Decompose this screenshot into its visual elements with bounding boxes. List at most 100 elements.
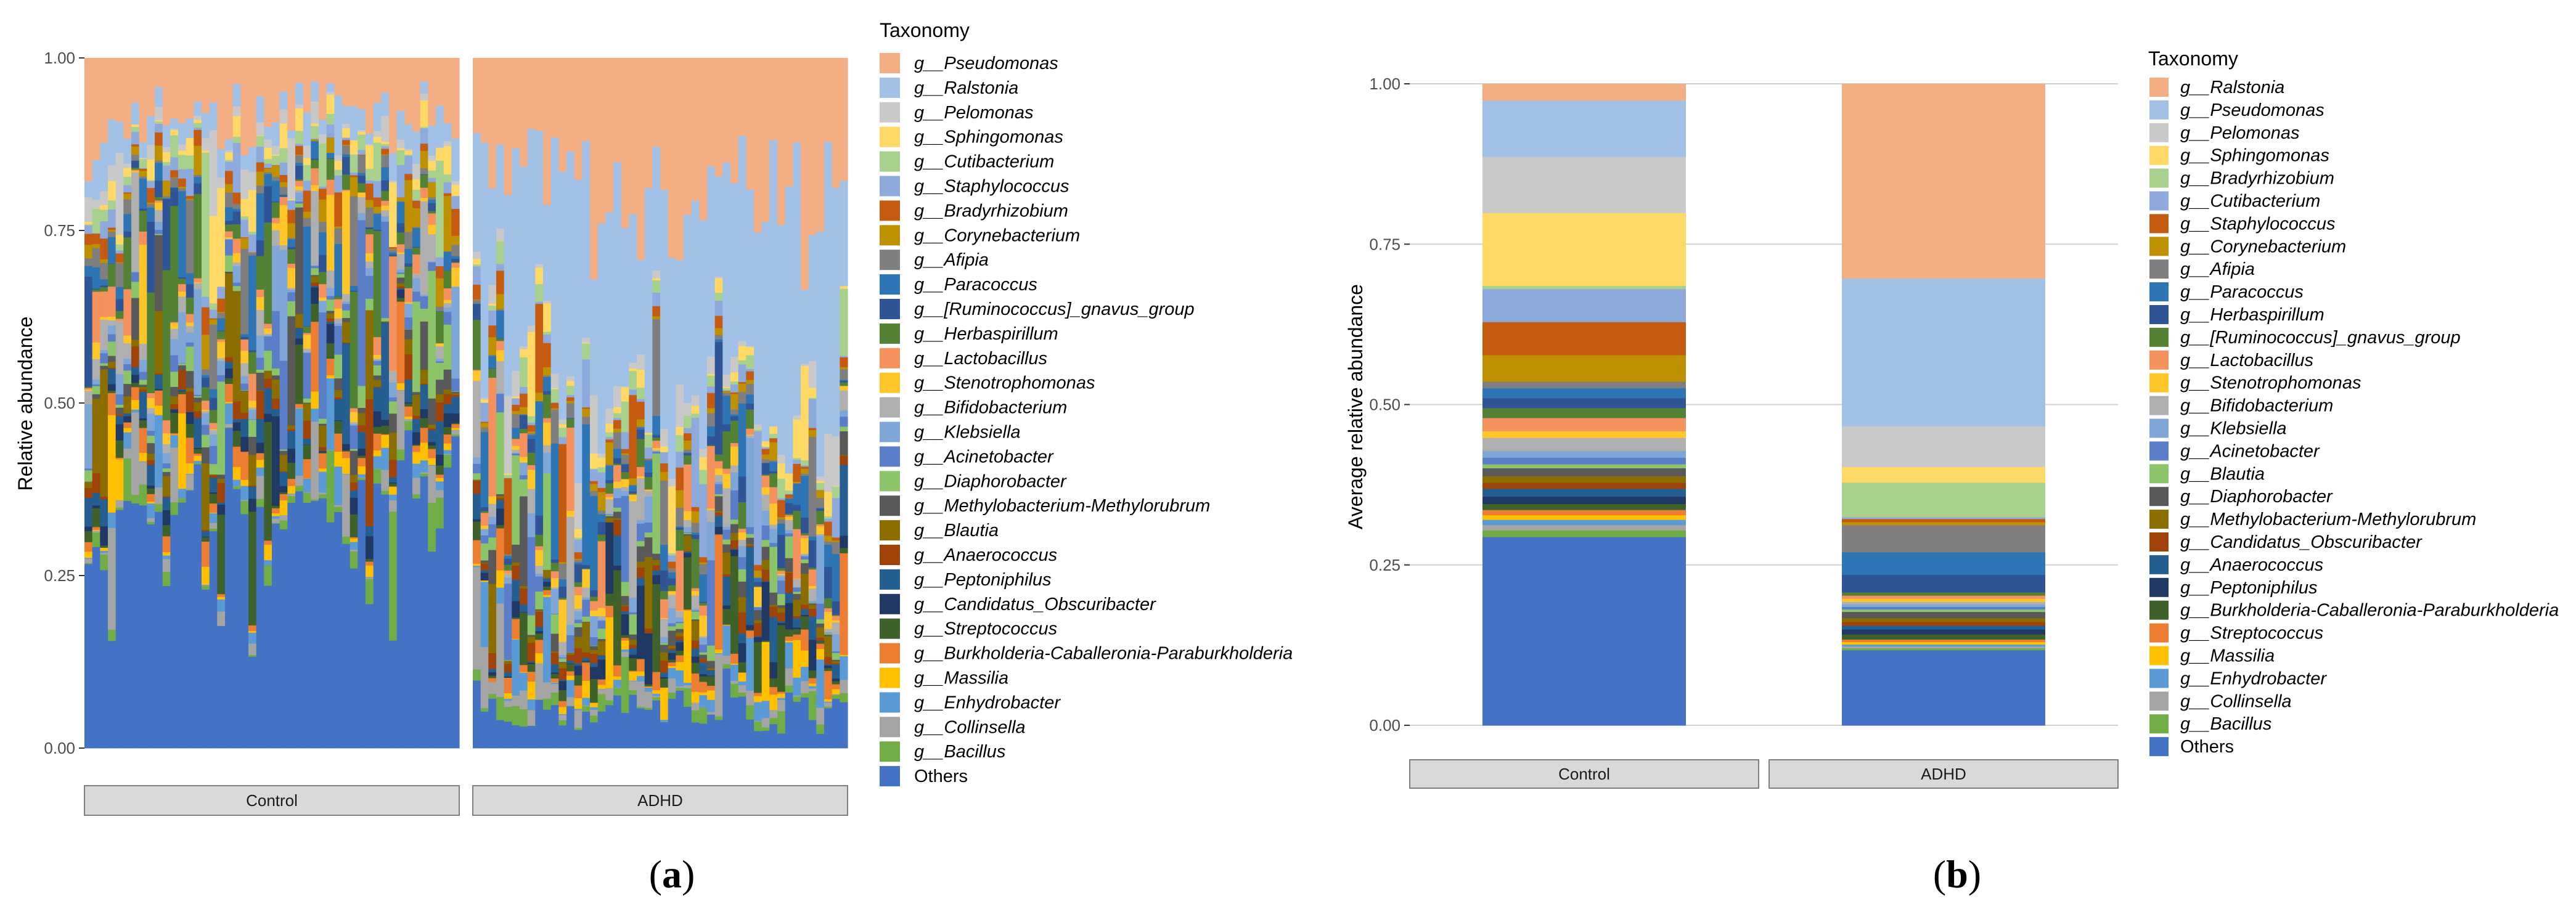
bar-segment-control-stenotrophomonas: [1482, 431, 1686, 438]
bar-segment-control-streptococcus: [217, 514, 226, 595]
bar-segment-adhd-klebsiella: [582, 597, 591, 600]
legend-label-peptoniphilus: g__Peptoniphilus: [2180, 578, 2318, 598]
bar-segment-control-enhydrobacter: [209, 513, 218, 523]
bar-segment-adhd-paracoccus: [473, 303, 481, 304]
bar-segment-adhd-acinetobacter: [488, 524, 497, 538]
bar-segment-control-candidatus-obscuribacter: [248, 499, 257, 512]
bar-segment-control-pseudomonas: [350, 58, 358, 107]
bar-segment-control-massilia: [279, 500, 288, 516]
bar-segment-control-bifidobacterium: [389, 370, 398, 383]
bar-segment-control-bifidobacterium: [240, 363, 249, 377]
bar-segment-adhd-stenotrophomonas: [480, 525, 489, 529]
bar-segment-adhd-collinsella: [621, 651, 629, 657]
bar-segment-adhd-peptoniphilus: [707, 670, 716, 676]
bar-segment-control-burkholderia-caballeronia-paraburkholderia: [139, 428, 147, 453]
bar-segment-control-pelomonas: [155, 107, 163, 121]
y-tick-label: 0.50: [1369, 396, 1400, 414]
bar-segment-adhd-pelomonas: [613, 386, 622, 407]
bar-segment-adhd-cutibacterium: [808, 397, 817, 399]
bar-segment-control-staphylococcus: [170, 157, 179, 171]
bar-segment-control-sphingomonas: [202, 150, 210, 153]
bar-segment-control-cutibacterium: [373, 142, 382, 181]
bar-segment-adhd-collinsella: [473, 567, 481, 670]
bar-segment-adhd-blautia: [801, 573, 809, 605]
bar-segment-control-bradyrhizobium: [178, 178, 187, 187]
bar-segment-adhd-staphylococcus: [613, 417, 622, 420]
bar-segment-control-others: [420, 476, 428, 749]
bar-segment-adhd-herbaspirillum: [707, 445, 716, 446]
bar-segment-adhd-enhydrobacter: [590, 707, 599, 710]
bar-segment-control-lactobacillus: [232, 238, 241, 253]
bar-segment-control-collinsella: [404, 418, 413, 421]
bar-segment-adhd-bifidobacterium: [684, 519, 692, 527]
legend-key-diaphorobacter: [880, 471, 900, 492]
bar-segment-control-pseudomonas: [92, 58, 100, 161]
bar-segment-control-streptococcus: [381, 425, 390, 434]
bar-segment-control-paracoccus: [92, 267, 100, 289]
bar-segment-adhd-diaphorobacter: [832, 653, 840, 660]
bar-segment-control-streptococcus: [326, 343, 335, 359]
bar-segment-control-massilia: [131, 399, 140, 410]
bar-segment-control-paracoccus: [225, 207, 234, 221]
bar-segment-control-klebsiella: [443, 307, 452, 312]
bar-segment-control-lactobacillus: [287, 263, 296, 268]
bar-segment-control-stenotrophomonas: [209, 429, 218, 430]
bar-segment-adhd-candidatus-obscuribacter: [801, 614, 809, 617]
bar-segment-control-corynebacterium: [256, 171, 264, 186]
bar-segment-adhd-cutibacterium: [691, 413, 700, 418]
bar-segment-adhd-streptococcus: [676, 650, 684, 656]
bar-segment-control-lactobacillus: [451, 263, 460, 268]
bar-segment-adhd-acinetobacter: [707, 560, 716, 646]
bar-segment-adhd-others: [566, 706, 575, 749]
bar-segment-adhd-anaerococcus: [801, 605, 809, 609]
bar-segment-adhd-blautia: [660, 652, 669, 661]
bar-segment-control-massilia: [272, 513, 280, 516]
bar-segment-adhd-pelomonas: [801, 364, 809, 366]
legend-label-bifidobacterium: g__Bifidobacterium: [2180, 396, 2333, 416]
bar-segment-adhd-others: [754, 731, 763, 749]
bar-segment-adhd-enhydrobacter: [488, 682, 497, 683]
bar-segment-adhd-bifidobacterium: [1842, 601, 2045, 605]
bar-segment-adhd-enhydrobacter: [527, 699, 536, 710]
bar-segment-control-herbaspirillum: [194, 193, 202, 279]
bar-segment-adhd-peptoniphilus: [722, 576, 731, 606]
bar-segment-adhd-others: [473, 680, 481, 749]
bar-segment-adhd-paracoccus: [644, 460, 653, 473]
bar-segment-adhd-stenotrophomonas: [496, 350, 505, 362]
bar-segment-control-bifidobacterium: [209, 430, 218, 435]
panel-b-letter: (b): [1933, 852, 1981, 896]
bar-segment-control-acinetobacter: [92, 384, 100, 386]
bar-segment-control-staphylococcus: [404, 155, 413, 174]
bar-segment-control-acinetobacter: [373, 360, 382, 365]
bar-segment-adhd-cutibacterium: [566, 385, 575, 395]
bar-segment-control-acinetobacter: [436, 360, 444, 363]
bar-segment-adhd-ralstonia: [574, 179, 583, 483]
bar-segment-adhd-burkholderia-caballeronia-paraburkholderia: [1842, 634, 2045, 640]
bar-segment-adhd-pseudomonas: [566, 58, 575, 152]
bar-segment-control-cutibacterium: [264, 158, 272, 164]
bar-segment-control-paracoccus: [108, 237, 117, 264]
bar-segment-adhd-streptococcus: [558, 690, 567, 701]
bar-segment-adhd-massilia: [832, 689, 840, 694]
bar-segment-adhd-bifidobacterium: [597, 616, 606, 620]
bar-segment-control-massilia: [232, 466, 241, 480]
bar-segment-adhd-peptoniphilus: [652, 570, 661, 576]
bar-segment-adhd-diaphorobacter: [785, 536, 793, 558]
bar-segment-control-ruminococcus-gnavus-group: [256, 240, 264, 256]
bar-segment-adhd-bacillus: [714, 716, 723, 720]
bar-segment-control-burkholderia-caballeronia-paraburkholderia: [92, 527, 100, 530]
bar-segment-control-collinsella: [366, 577, 374, 579]
bar-segment-control-streptococcus: [358, 455, 366, 458]
bar-segment-adhd-anaerococcus: [793, 616, 801, 619]
bar-segment-control-sphingomonas: [139, 158, 147, 160]
bar-segment-adhd-pseudomonas: [496, 58, 505, 145]
bar-segment-control-acinetobacter: [186, 342, 194, 347]
bar-segment-adhd-pelomonas: [707, 356, 716, 375]
bar-segment-adhd-anaerococcus: [761, 569, 770, 582]
bar-segment-control-bifidobacterium: [428, 234, 436, 262]
bar-segment-adhd-diaphorobacter: [504, 659, 512, 661]
bar-segment-adhd-klebsiella: [676, 617, 684, 622]
bar-segment-control-pelomonas: [303, 145, 311, 158]
bar-segment-control-ralstonia: [264, 126, 272, 140]
bar-segment-adhd-others: [738, 696, 746, 749]
